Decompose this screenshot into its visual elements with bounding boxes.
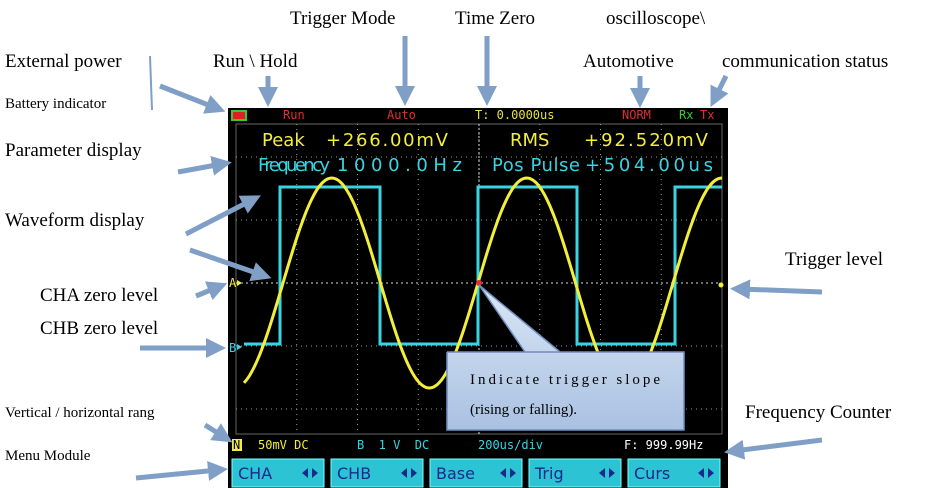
arrow (715, 76, 726, 98)
label: communication status (722, 51, 888, 72)
label: CHA zero level (40, 285, 158, 306)
arrow (734, 440, 822, 451)
label: oscilloscope\ (606, 8, 706, 29)
menu: CHA CHB Base Trig Curs (232, 459, 720, 487)
cha-zero-marker: A (229, 276, 237, 290)
label: Automotive (583, 51, 674, 72)
param-label: Pos Pulse (492, 155, 580, 176)
status-mode: Auto (387, 108, 416, 122)
battery-icon (232, 111, 246, 120)
label: Battery indicator (5, 96, 106, 112)
status-tx: Tx (700, 108, 714, 122)
arrow (178, 164, 222, 172)
menu-button[interactable]: Base (430, 459, 522, 487)
label: External power (5, 51, 122, 72)
menu-button-label: Curs (634, 464, 670, 483)
param-label: Peak (262, 130, 305, 151)
param-value: +504.00us (585, 155, 713, 176)
param-value: 1000.0Hz (337, 155, 462, 176)
menu-button-label: CHB (337, 464, 371, 483)
label: Run \ Hold (213, 51, 298, 72)
label: Frequency Counter (745, 402, 892, 423)
arrow (150, 56, 152, 110)
param-value: +266.00mV (326, 130, 449, 151)
trigger-level-marker (719, 283, 724, 288)
arrow (136, 470, 218, 478)
label: CHB zero level (40, 318, 158, 339)
info-cha: 50mV DC (258, 438, 309, 452)
arrow (196, 287, 218, 296)
menu-button[interactable]: CHB (331, 459, 423, 487)
info-timebase: 200us/div (478, 438, 543, 452)
callout-text: (rising or falling). (470, 402, 577, 418)
label: Trigger level (785, 249, 883, 270)
label: Time Zero (455, 8, 535, 29)
param-label: RMS (510, 130, 549, 151)
menu-button-label: CHA (238, 464, 272, 483)
label: Trigger Mode (290, 8, 395, 29)
param-value: +92.520mV (584, 130, 709, 151)
status-run: Run (283, 108, 305, 122)
label: Menu Module (5, 448, 91, 464)
menu-button-label: Base (436, 464, 475, 483)
info-mode: N (233, 438, 240, 452)
status-coupling: NORM (622, 108, 651, 122)
label: Vertical / horizontal rang (5, 405, 155, 421)
info-chb: B 1 V DC (357, 438, 429, 452)
figure: Run Auto T: 0.0000us NORM Rx Tx Peak +26… (0, 0, 947, 488)
label: Waveform display (5, 210, 145, 231)
info-frequency: F: 999.99Hz (624, 438, 703, 452)
chb-zero-marker: B (229, 341, 236, 355)
status-time: T: 0.0000us (475, 108, 554, 122)
menu-button[interactable]: CHA (232, 459, 324, 487)
menu-button[interactable]: Curs (628, 459, 720, 487)
label: Parameter display (5, 140, 142, 161)
callout-text: Indicate trigger slope (470, 372, 660, 388)
param-label: Frequency (258, 155, 330, 176)
status-rx: Rx (679, 108, 693, 122)
arrow (205, 425, 224, 437)
arrow (740, 289, 822, 292)
arrow (160, 86, 216, 108)
menu-button-label: Trig (534, 464, 564, 483)
menu-button[interactable]: Trig (529, 459, 621, 487)
